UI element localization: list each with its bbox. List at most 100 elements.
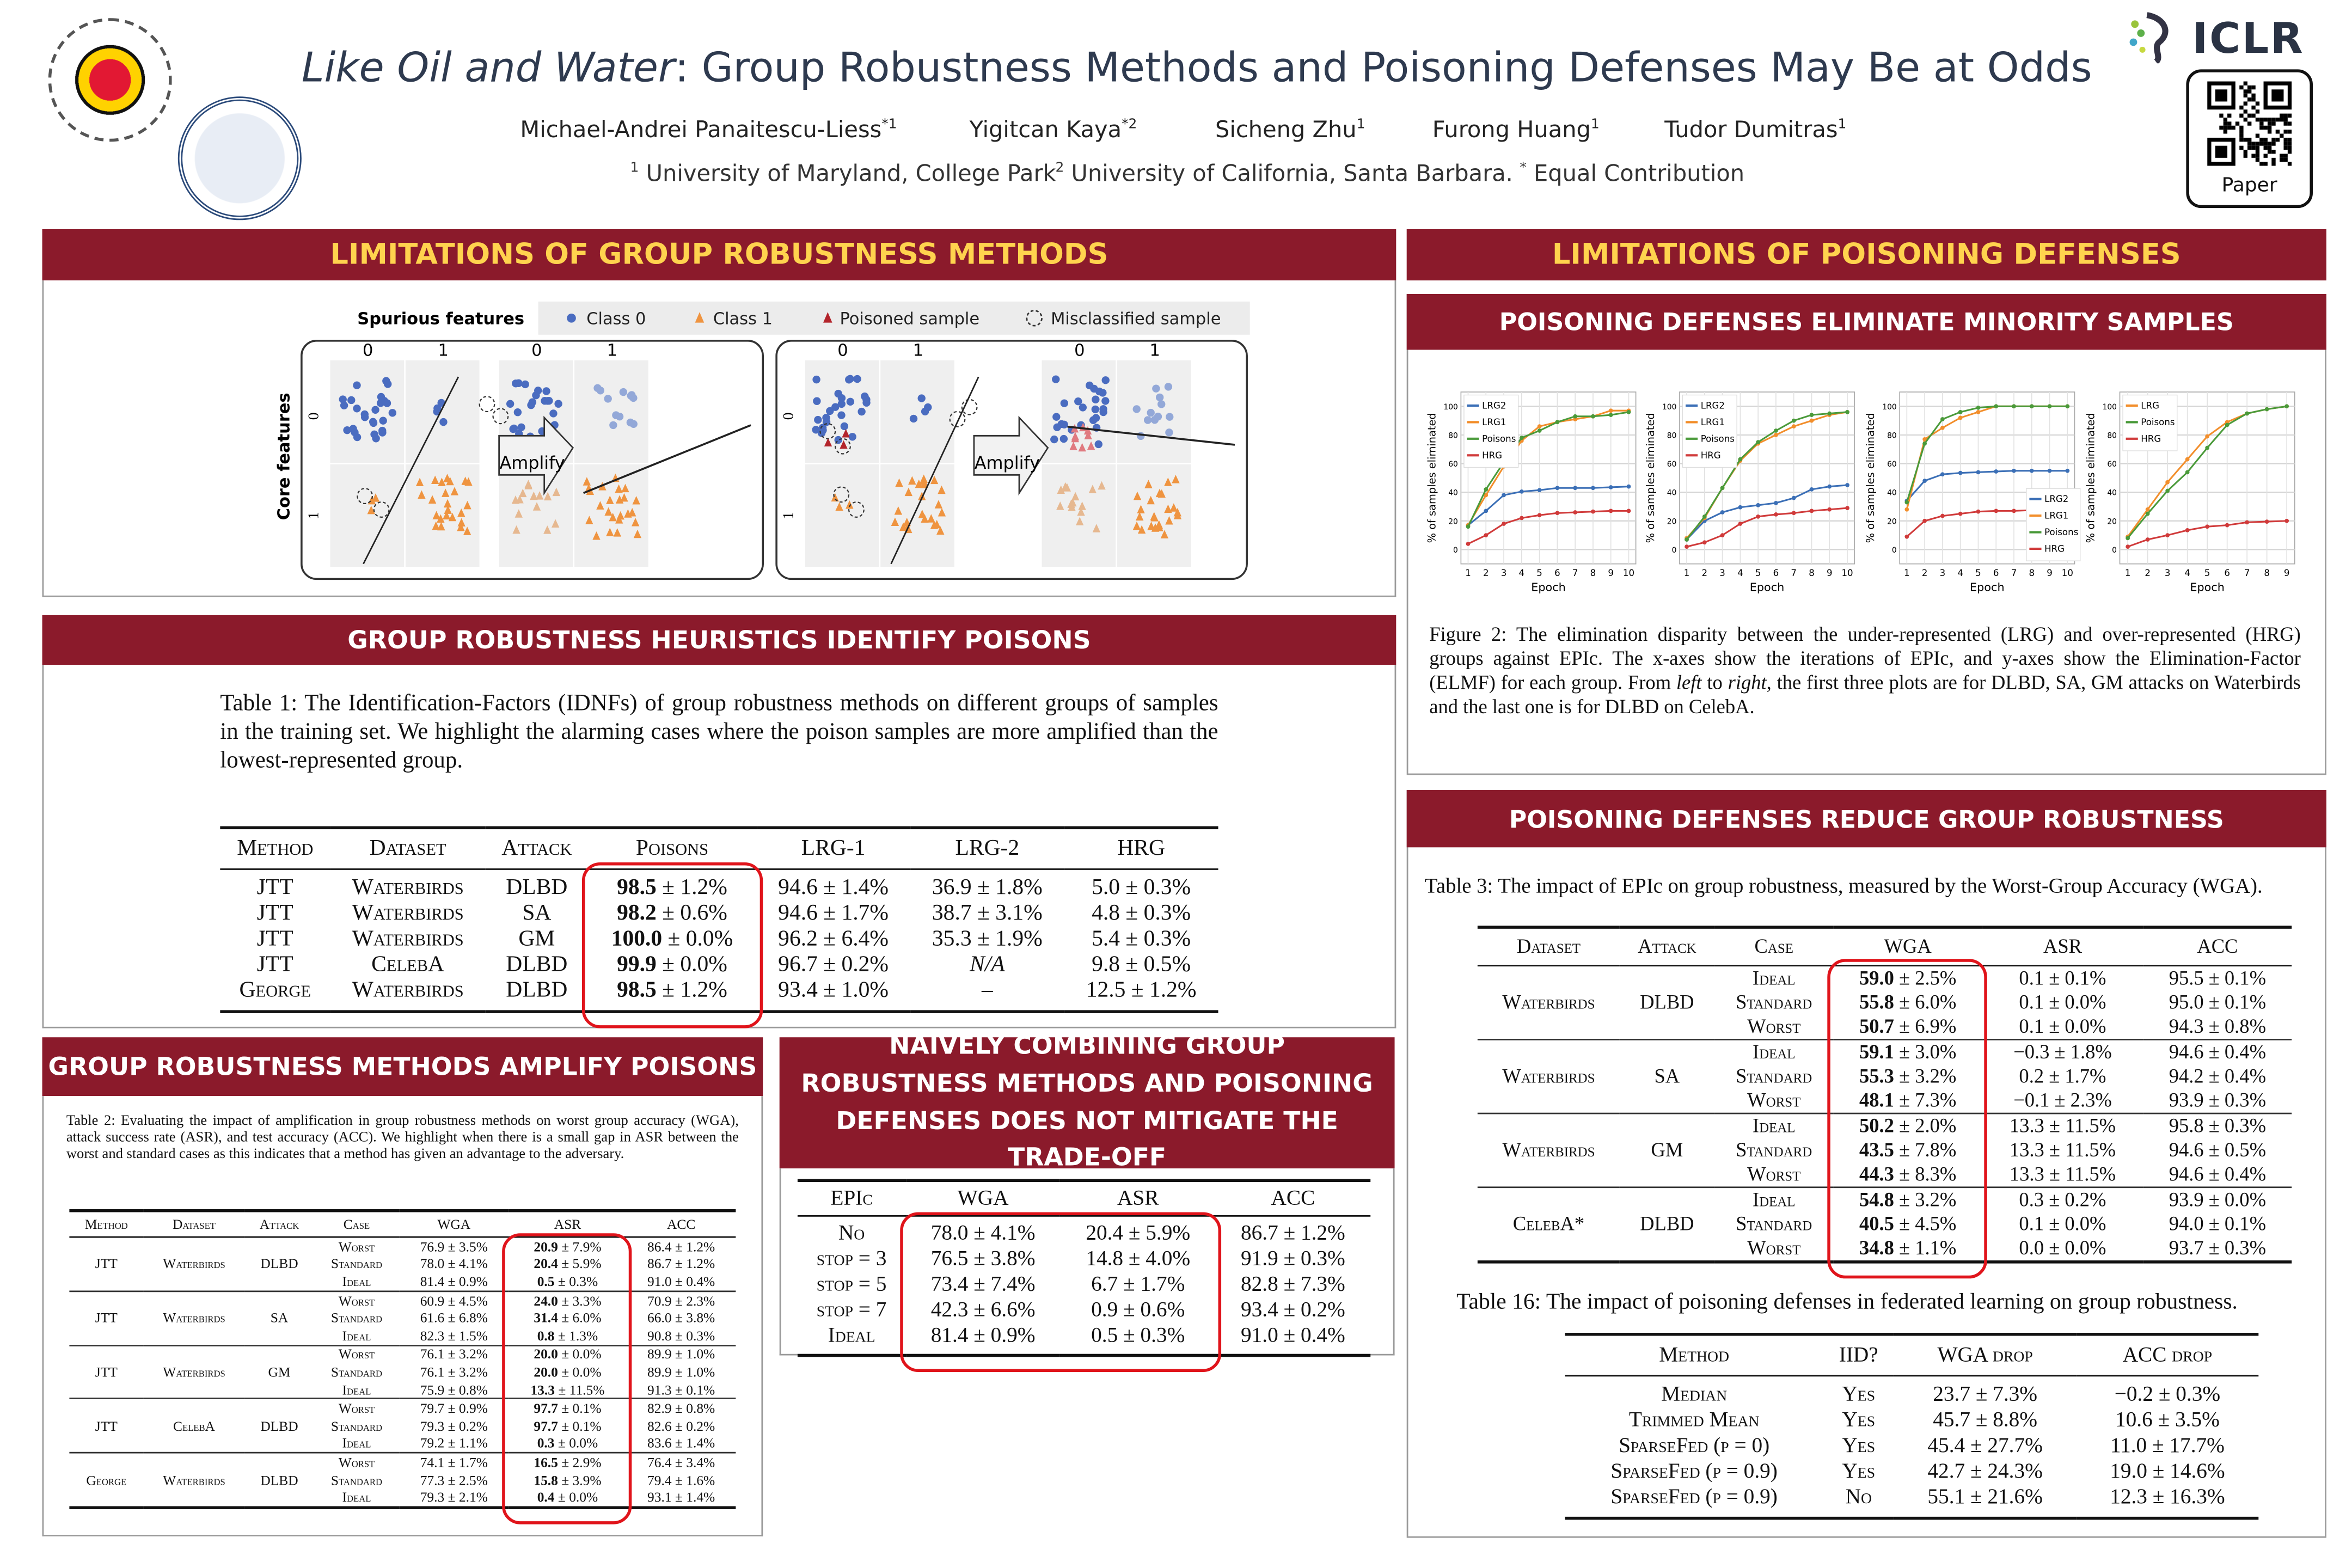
class1-sample: [444, 505, 452, 514]
data-point: [1904, 507, 1909, 512]
data-point: [2126, 544, 2130, 549]
class1-sample: [1088, 485, 1097, 493]
x-tick-label: 8: [1809, 568, 1815, 578]
class0-sample: [549, 409, 558, 418]
x-tick-label: 6: [2224, 568, 2230, 578]
qr-code-box[interactable]: Paper: [2186, 69, 2313, 209]
value-cell: 75.9 ± 0.8%: [420, 1382, 488, 1397]
y-tick-label: 60: [2107, 460, 2117, 469]
table-row: Waterbirds GM Ideal 50.2 ± 2.0% 13.3 ± 11.5%…: [1477, 1112, 2292, 1187]
class0-sample: [1132, 405, 1141, 413]
value-cell: 94.6 ± 0.5%: [2169, 1138, 2267, 1161]
table-cell: Waterbirds: [352, 927, 464, 952]
class0-sample: [1101, 376, 1110, 384]
data-point: [1922, 479, 1927, 483]
ucsb-logo: [177, 96, 302, 220]
class1-sample: [1155, 520, 1163, 529]
class0-sample: [917, 394, 926, 402]
value-cell: 79.3 ± 2.1%: [399, 1489, 509, 1509]
table-cell: DLBD: [506, 953, 568, 977]
class0-sample: [1074, 397, 1082, 406]
value-cell: 76.9 ± 3.5%: [420, 1239, 488, 1254]
group-attack: SA: [244, 1290, 314, 1345]
table-row: Worst 34.8 ± 1.1% 0.0 ± 0.0% 93.7 ± 0.3%: [1478, 1236, 2292, 1264]
y-axis-label: % of samples eliminated: [2084, 413, 2097, 543]
table-cell: DLBD: [485, 978, 588, 1013]
data-point: [1537, 488, 1542, 493]
legend-label: Poisoned sample: [840, 309, 979, 328]
author-name: Sicheng Zhu1: [1215, 116, 1365, 144]
data-point: [2145, 511, 2150, 516]
class1-sample: [437, 514, 445, 523]
value-cell: −0.1 ± 2.3%: [2013, 1088, 2112, 1111]
table-row: Standard 76.1 ± 3.2% 20.0 ± 0.0% 89.9 ± 1.0…: [69, 1363, 736, 1381]
data-point: [1626, 509, 1631, 513]
column-header: Method: [220, 826, 330, 870]
diagram-panel: Spurious features Class 0 Class 1 Poisoned …: [42, 280, 1396, 597]
value-cell: 79.2 ± 1.1%: [420, 1436, 488, 1451]
table-cell: SparseFed (ρ = 0): [1619, 1434, 1770, 1458]
legend-label: Poisons: [1482, 433, 1516, 444]
data-point: [2145, 507, 2150, 512]
table-row: JTT Waterbirds GM Worst 76.1 ± 3.2% 20.0 ± 0.…: [69, 1344, 736, 1399]
class1-sample: [1172, 475, 1180, 483]
y-tick-label: 20: [1887, 517, 1897, 526]
class1-sample: [1150, 513, 1159, 522]
y-tick-label: 100: [2103, 403, 2117, 412]
author-affiliation-mark: 1: [1837, 117, 1847, 133]
class1-sample: [1077, 507, 1085, 516]
author-name: Yigitcan Kaya*2: [969, 116, 1137, 144]
value-cell: 13.3 ± 11.5%: [2009, 1162, 2116, 1185]
table-cell: 42.3 ± 6.6%: [930, 1298, 1036, 1322]
value-cell: 0.8 ± 1.3%: [537, 1328, 598, 1343]
x-tick-label: 2: [1922, 568, 1928, 578]
value-cell: 95.8 ± 0.3%: [2143, 1112, 2292, 1138]
value-cell: 86.4 ± 1.2%: [647, 1239, 715, 1254]
data-point: [1756, 440, 1761, 444]
group-attack: SA: [1620, 1038, 1714, 1114]
x-tick-label: 2: [2145, 568, 2151, 578]
table-cell: 5.4 ± 0.3%: [1092, 927, 1191, 952]
x-tick-label: 10: [1841, 568, 1853, 578]
data-point: [2047, 404, 2052, 409]
value-cell: 0.1 ± 0.0%: [2019, 990, 2106, 1013]
class0-sample: [433, 404, 442, 413]
series-line-hrg: [1686, 507, 1848, 548]
x-tick-label: 2: [1483, 568, 1489, 578]
value-cell: 82.9 ± 0.8%: [626, 1398, 736, 1417]
value-cell: 76.4 ± 3.4%: [626, 1452, 736, 1471]
class0-sample: [439, 418, 448, 426]
data-point: [2185, 470, 2190, 475]
group-dataset: CelebA*: [1477, 1186, 1620, 1264]
table-cell: –: [910, 978, 1064, 1013]
table-cell: Yes: [1842, 1408, 1876, 1432]
class1-sample: [514, 509, 523, 518]
data-point: [1922, 518, 1927, 523]
table3: Dataset Attack Case WGA ASR ACC Waterbirds DLBD…: [1477, 926, 2292, 1279]
class0-sample: [517, 423, 525, 431]
x-tick-label: 7: [1791, 568, 1797, 578]
table-cell: GM: [518, 927, 555, 952]
class1-sample: [628, 508, 636, 517]
data-point: [1845, 506, 1849, 510]
class0-sample: [383, 399, 391, 407]
data-point: [1994, 509, 1999, 513]
class0-sample: [1137, 432, 1145, 440]
table-cell: 96.7 ± 0.2%: [778, 953, 889, 977]
class0-sample: [822, 414, 830, 422]
class1-sample: [633, 529, 642, 538]
class1-sample: [927, 514, 935, 523]
value-cell: 40.5 ± 4.5%: [1859, 1212, 1957, 1235]
column-header: Dataset: [143, 1209, 245, 1238]
heading-limitations-poisoning-defenses: LIMITATIONS OF POISONING DEFENSES: [1406, 229, 2326, 281]
header-row: Method Dataset Attack Poisons LRG-1 LRG-2 HRG: [220, 826, 1218, 870]
x-tick-label: 10: [1623, 568, 1634, 578]
heading-eliminate-minority: POISONING DEFENSES ELIMINATE MINORITY SA…: [1406, 293, 2326, 350]
class0-sample: [812, 426, 820, 434]
group-attack: DLBD: [244, 1398, 314, 1453]
class0-sample: [1152, 384, 1160, 393]
heading-amplify-poisons: GROUP ROBUSTNESS METHODS AMPLIFY POISONS: [42, 1037, 763, 1097]
table-cell: stop = 3: [816, 1247, 887, 1271]
data-point: [2205, 434, 2210, 439]
table-cell: 98.5 ± 1.2%: [617, 875, 727, 901]
